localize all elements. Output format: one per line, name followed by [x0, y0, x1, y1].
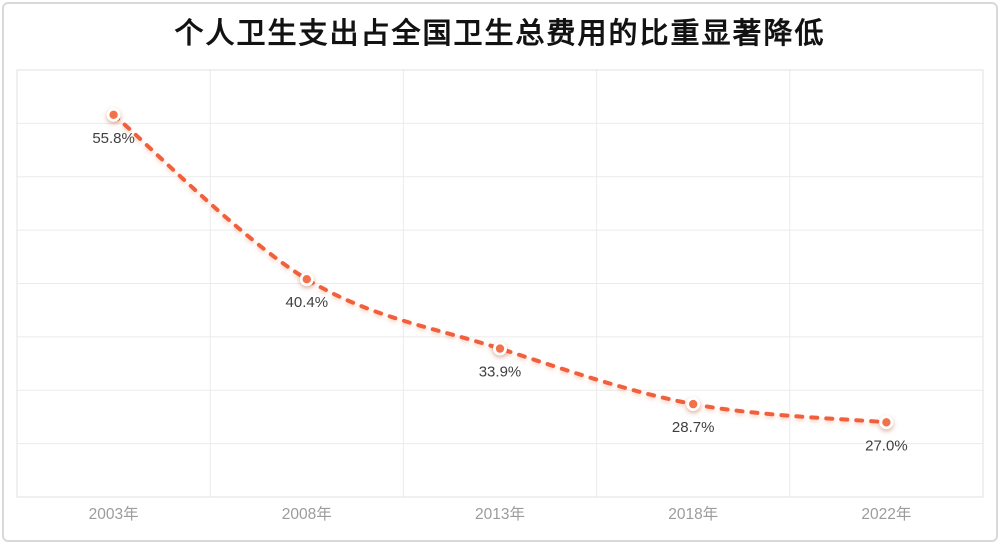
x-axis-label: 2008年	[282, 505, 332, 523]
chart-title: 个人卫生支出占全国卫生总费用的比重显著降低	[174, 18, 826, 50]
data-point-label: 28.7%	[672, 419, 715, 436]
x-axis-label: 2018年	[668, 505, 718, 523]
data-point-marker	[299, 272, 314, 287]
data-point-label: 27.0%	[865, 437, 908, 454]
x-axis-label: 2003年	[89, 505, 139, 523]
x-axis-label: 2022年	[861, 505, 911, 523]
plot-border	[16, 69, 984, 498]
data-point-label: 40.4%	[286, 294, 329, 311]
data-point-marker	[686, 397, 701, 412]
x-axis-label: 2013年	[475, 505, 525, 523]
data-point-marker	[106, 107, 121, 122]
data-point-label: 55.8%	[92, 130, 135, 147]
data-point-label: 33.9%	[479, 364, 522, 381]
data-point-marker	[879, 415, 894, 430]
data-point-marker	[492, 341, 507, 356]
